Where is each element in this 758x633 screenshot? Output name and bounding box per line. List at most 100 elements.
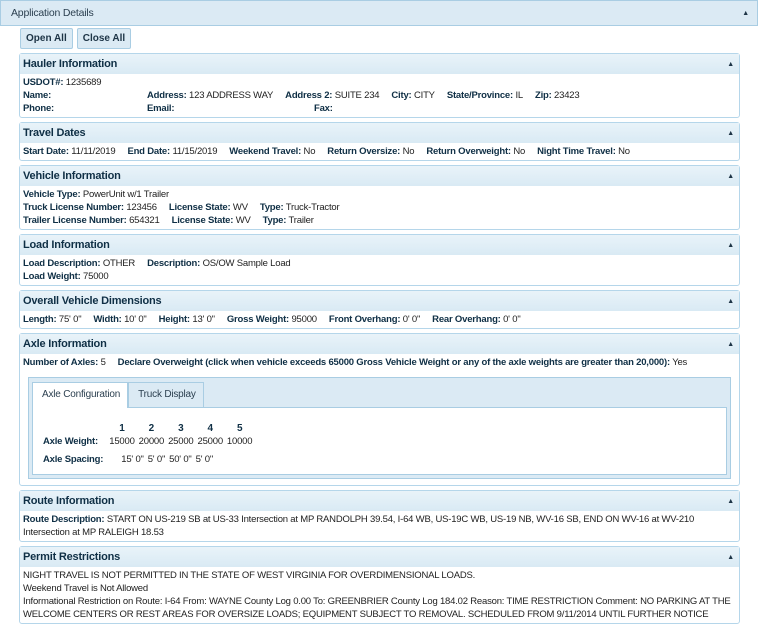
field-value: 0' 0" bbox=[503, 314, 521, 325]
field-row: Trailer License Number: 654321 License St… bbox=[23, 214, 736, 227]
field-value: No bbox=[513, 146, 526, 157]
field-label: Type: bbox=[259, 202, 284, 213]
axle-number: 4 bbox=[207, 423, 214, 434]
field-label: License State: bbox=[168, 202, 231, 213]
close-all-button[interactable]: Close All bbox=[76, 28, 132, 49]
field-label: Return Overweight: bbox=[426, 146, 511, 157]
field-label: Vehicle Type: bbox=[23, 189, 81, 200]
axle-number: 2 bbox=[148, 423, 155, 434]
axle-weight: 25000 bbox=[197, 436, 224, 447]
field-row: Load Weight: 75000 bbox=[23, 270, 736, 283]
field-label: Front Overhang: bbox=[328, 314, 401, 325]
field: Email: bbox=[147, 102, 314, 115]
field-label: Load Weight: bbox=[23, 271, 81, 282]
section-travel: Travel Dates ▲ Start Date: 11/11/2019 End D… bbox=[19, 122, 740, 161]
collapse-icon[interactable]: ▲ bbox=[727, 340, 734, 348]
section-title: Permit Restrictions bbox=[23, 551, 121, 563]
field: Fax: bbox=[314, 102, 333, 115]
collapse-icon[interactable]: ▲ bbox=[727, 129, 734, 137]
section-body-route: Route Description: START ON US-219 SB at… bbox=[20, 511, 739, 541]
field-value: OTHER bbox=[102, 258, 136, 269]
tab-truck-display[interactable]: Truck Display bbox=[128, 382, 204, 407]
field: Start Date: 11/11/2019 bbox=[23, 145, 116, 158]
section-header-restrictions[interactable]: Permit Restrictions ▲ bbox=[20, 547, 739, 567]
field-label: City: bbox=[391, 90, 412, 101]
axle-weight: 20000 bbox=[138, 436, 165, 447]
field-value: 0' 0" bbox=[402, 314, 421, 325]
section-header-hauler[interactable]: Hauler Information ▲ bbox=[20, 54, 739, 74]
application-details-header[interactable]: Application Details ▲ bbox=[0, 0, 758, 26]
field: Type: Trailer bbox=[263, 214, 314, 227]
field: USDOT#: 1235689 bbox=[23, 76, 102, 89]
section-header-route[interactable]: Route Information ▲ bbox=[20, 491, 739, 511]
field-label: Truck License Number: bbox=[23, 202, 124, 213]
collapse-icon[interactable]: ▲ bbox=[727, 60, 734, 68]
field: Address: 123 ADDRESS WAY bbox=[147, 89, 273, 102]
field-value: 123 ADDRESS WAY bbox=[189, 90, 274, 101]
field: Length: 75' 0" bbox=[23, 313, 82, 326]
application-details-title: Application Details bbox=[11, 7, 94, 19]
collapse-icon[interactable]: ▲ bbox=[727, 241, 734, 249]
field: Front Overhang: 0' 0" bbox=[329, 313, 420, 326]
restriction-line: Informational Restriction on Route: I-64… bbox=[23, 596, 731, 620]
toolbar: Open All Close All bbox=[20, 28, 758, 49]
field-value: START ON US-219 SB at US-33 Intersection… bbox=[23, 514, 695, 538]
collapse-icon[interactable]: ▲ bbox=[727, 172, 734, 180]
field-row: Phone: Email: Fax: bbox=[23, 102, 736, 115]
tab-axle-configuration[interactable]: Axle Configuration bbox=[32, 382, 129, 408]
axle-weight: 25000 bbox=[168, 436, 194, 447]
field: Return Overweight: No bbox=[426, 145, 525, 158]
field-row: Vehicle Type: PowerUnit w/1 Trailer bbox=[23, 188, 736, 201]
axle-number: 3 bbox=[178, 423, 184, 434]
open-all-button[interactable]: Open All bbox=[20, 28, 73, 49]
axle-number: 1 bbox=[119, 423, 125, 434]
field-row: Start Date: 11/11/2019 End Date: 11/15/20… bbox=[23, 145, 736, 158]
field-label: Weekend Travel: bbox=[229, 146, 302, 157]
field: Type: Truck-Tractor bbox=[260, 201, 340, 214]
field-value: CITY bbox=[413, 90, 435, 101]
field: Width: 10' 0" bbox=[93, 313, 146, 326]
field-value: 13' 0" bbox=[192, 314, 215, 325]
section-title: Hauler Information bbox=[23, 58, 118, 70]
field: Trailer License Number: 654321 bbox=[23, 214, 160, 227]
section-restrictions: Permit Restrictions ▲ NIGHT TRAVEL IS NOT … bbox=[19, 546, 740, 624]
axle-weight: 15000 bbox=[109, 436, 135, 447]
section-header-travel[interactable]: Travel Dates ▲ bbox=[20, 123, 739, 143]
field: Number of Axles: 5 bbox=[23, 356, 106, 369]
field: Night Time Travel: No bbox=[537, 145, 630, 158]
collapse-icon[interactable]: ▲ bbox=[727, 297, 734, 305]
section-header-dimensions[interactable]: Overall Vehicle Dimensions ▲ bbox=[20, 291, 739, 311]
field-value: 11/11/2019 bbox=[71, 146, 116, 157]
section-header-vehicle[interactable]: Vehicle Information ▲ bbox=[20, 166, 739, 186]
axle-spacing: 5' 0" bbox=[195, 454, 214, 465]
field-label: USDOT#: bbox=[23, 77, 64, 88]
section-title: Axle Information bbox=[23, 338, 107, 350]
field: Name: bbox=[23, 89, 147, 102]
collapse-icon[interactable]: ▲ bbox=[727, 497, 734, 505]
section-header-load[interactable]: Load Information ▲ bbox=[20, 235, 739, 255]
field-value: 5 bbox=[100, 357, 106, 368]
field-value: Yes bbox=[672, 357, 688, 368]
axle-configuration-panel: 1 2 3 4 5 Axle Weight: 15000 20000 25000 25000 100… bbox=[32, 407, 727, 475]
axle-weight-row: Axle Weight: 15000 20000 25000 25000 10000 bbox=[41, 435, 254, 448]
field-value: Truck-Tractor bbox=[285, 202, 340, 213]
section-title: Travel Dates bbox=[23, 127, 86, 139]
field-label: Address: bbox=[147, 90, 187, 101]
axle-spacing-row: Axle Spacing: 15' 0" 5' 0" 50' 0" 5' 0" bbox=[41, 448, 254, 466]
section-header-axle[interactable]: Axle Information ▲ bbox=[20, 334, 739, 354]
field-value: 10' 0" bbox=[124, 314, 147, 325]
collapse-icon[interactable]: ▲ bbox=[727, 553, 734, 561]
field: End Date: 11/15/2019 bbox=[127, 145, 217, 158]
section-title: Overall Vehicle Dimensions bbox=[23, 295, 162, 307]
section-title: Load Information bbox=[23, 239, 110, 251]
axle-weight-label: Axle Weight: bbox=[43, 436, 98, 447]
field: Gross Weight: 95000 bbox=[227, 313, 317, 326]
collapse-icon[interactable]: ▲ bbox=[742, 9, 749, 17]
field-label: Night Time Travel: bbox=[537, 146, 616, 157]
field-label: Zip: bbox=[534, 90, 552, 101]
field: Declare Overweight (click when vehicle e… bbox=[118, 356, 688, 369]
field-label: Fax: bbox=[314, 103, 333, 114]
field: Height: 13' 0" bbox=[159, 313, 215, 326]
axle-number: 5 bbox=[236, 423, 243, 434]
field-label: Load Description: bbox=[23, 258, 101, 269]
